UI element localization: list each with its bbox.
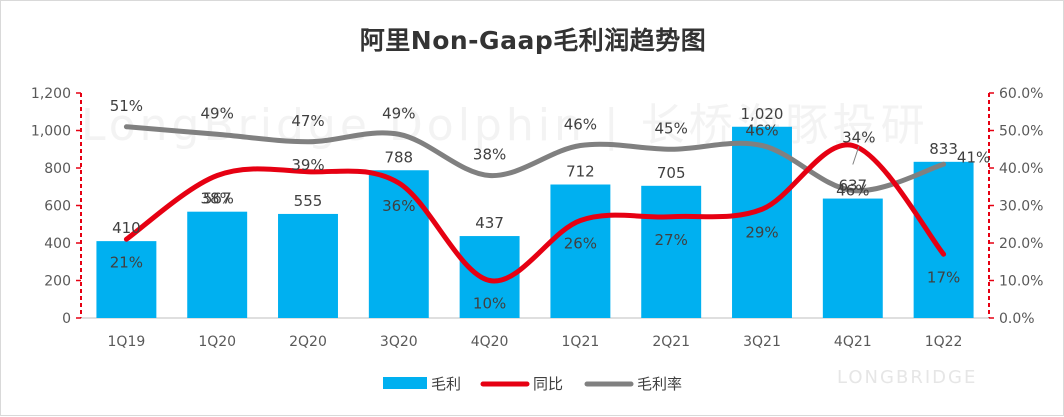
bar: [96, 241, 157, 318]
right-axis-tick-label: 40.0%: [999, 161, 1043, 177]
bar: [641, 185, 702, 318]
x-axis-tick-label: 1Q20: [198, 334, 236, 350]
margin-label: 46%: [745, 122, 778, 140]
bar-value-label: 1,020: [741, 105, 784, 123]
margin-label: 49%: [382, 104, 415, 122]
yoy-label: 21%: [110, 253, 143, 271]
margin-label: 47%: [291, 112, 324, 130]
left-axis-tick-label: 600: [44, 199, 71, 215]
yoy-label: 46%: [836, 182, 869, 200]
bar: [368, 170, 429, 318]
bar-value-label: 705: [657, 164, 686, 182]
legend-label-bar: 毛利: [431, 375, 461, 393]
bar: [278, 213, 338, 318]
yoy-label: 26%: [564, 235, 597, 253]
legend-swatch-bar: [383, 377, 427, 389]
bar-value-label: 833: [929, 140, 958, 158]
right-axis-tick-label: 60.0%: [999, 86, 1043, 102]
yoy-label: 10%: [473, 295, 506, 313]
yoy-label: 39%: [291, 156, 324, 174]
margin-label: 41%: [957, 148, 990, 166]
bar-value-label: 555: [294, 192, 323, 210]
bar: [187, 211, 248, 318]
margin-label: 38%: [473, 146, 506, 164]
margin-label: 46%: [564, 116, 597, 134]
right-axis-tick-label: 20.0%: [999, 236, 1043, 252]
bar-value-label: 637: [838, 177, 867, 195]
margin-label: 51%: [110, 97, 143, 115]
x-axis-tick-label: 3Q21: [743, 334, 781, 350]
margin-label: 34%: [842, 129, 875, 147]
x-axis-tick-label: 2Q20: [289, 334, 327, 350]
watermark-logo: LONGBRIDGE: [837, 367, 978, 388]
left-axis-tick-label: 800: [44, 161, 71, 177]
left-axis-tick-label: 1,000: [31, 124, 71, 140]
right-axis-tick-label: 50.0%: [999, 124, 1043, 140]
line-yoy: [123, 142, 947, 284]
x-axis-tick-label: 1Q19: [108, 334, 146, 350]
legend-label-margin: 毛利率: [637, 375, 682, 393]
x-axis-tick-label: 3Q20: [380, 334, 418, 350]
left-axis-tick-label: 400: [44, 236, 71, 252]
margin-label-leader: [852, 146, 860, 165]
yoy-label: 29%: [745, 223, 778, 241]
bar-value-label: 567: [203, 190, 232, 208]
bar: [913, 161, 974, 318]
x-axis-tick-label: 1Q21: [562, 334, 600, 350]
chart-title: 阿里Non-Gaap毛利润趋势图: [359, 26, 707, 55]
right-axis-tick-label: 10.0%: [999, 274, 1043, 290]
bar: [732, 126, 792, 318]
yoy-label: 36%: [382, 197, 415, 215]
x-axis-tick-label: 4Q21: [834, 334, 872, 350]
right-axis-tick-label: 30.0%: [999, 199, 1043, 215]
bar-value-label: 788: [384, 148, 413, 166]
left-axis-tick-label: 0: [62, 311, 71, 327]
x-axis-tick-label: 4Q20: [471, 334, 509, 350]
margin-label: 45%: [655, 119, 688, 137]
bar-value-label: 437: [475, 214, 504, 232]
bar-value-label: 410: [112, 219, 141, 237]
legend-label-yoy: 同比: [533, 375, 563, 393]
x-axis-tick-label: 1Q22: [925, 334, 963, 350]
bar: [822, 198, 883, 318]
left-axis-tick-label: 1,200: [31, 86, 71, 102]
bar: [550, 184, 611, 318]
x-axis-tick-label: 2Q21: [652, 334, 690, 350]
yoy-label: 17%: [927, 268, 960, 286]
yoy-label: 38%: [201, 190, 234, 208]
right-axis-tick-label: 0.0%: [999, 311, 1035, 327]
margin-label: 49%: [201, 104, 234, 122]
left-axis-tick-label: 200: [44, 274, 71, 290]
yoy-label: 27%: [655, 231, 688, 249]
bar-value-label: 712: [566, 163, 595, 181]
